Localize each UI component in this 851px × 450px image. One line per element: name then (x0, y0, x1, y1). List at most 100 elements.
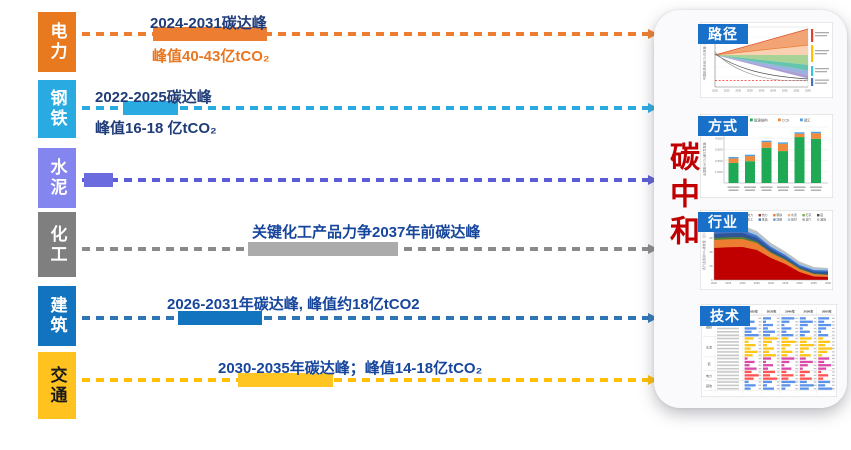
svg-text:2050: 2050 (797, 281, 803, 285)
svg-text:其他: 其他 (820, 217, 826, 222)
svg-text:CCS: CCS (782, 118, 790, 122)
svg-text:2035: 2035 (754, 281, 760, 285)
svg-text:2050年: 2050年 (804, 309, 814, 314)
svg-text:热力: 热力 (762, 212, 768, 217)
sector-label-chemical: 化工 (47, 224, 67, 265)
peak-value-text-electricity: 峰值40-43亿tCO₂ (152, 48, 270, 65)
industry-emissions-chart: 电力 热力 钢铁 水泥 石灰 铝化工 炼油 城镇 建材 油气 其他 2020 2025 2030 2035… (700, 210, 833, 290)
arrowhead-transport (648, 375, 658, 385)
svg-text:2055: 2055 (793, 89, 799, 93)
x-axis-ticks: 2020 2025 2030 2035 2040 2045 2050 2055 2060 (712, 89, 811, 93)
svg-text:0: 0 (711, 278, 713, 282)
timeline-dash-steel (82, 106, 648, 110)
sector-box-electricity: 电力 (38, 12, 76, 72)
arrowhead-chemical (648, 244, 658, 254)
svg-text:2020: 2020 (711, 281, 717, 285)
sector-label-building: 建筑 (47, 296, 67, 336)
svg-text:2020: 2020 (712, 89, 718, 93)
peak-window-bar-electricity (153, 27, 267, 41)
svg-text:1,500: 1,500 (715, 170, 723, 174)
svg-text:电力: 电力 (706, 373, 712, 378)
svg-text:2030: 2030 (740, 281, 746, 285)
svg-text:2055: 2055 (811, 281, 817, 285)
sector-label-cement: 水泥 (47, 158, 67, 198)
table-header-years: 2025年 2030年 2040年 2050年 2060年 (748, 309, 831, 314)
svg-text:钢铁: 钢铁 (706, 324, 712, 329)
timeline-dash-transport (82, 378, 648, 382)
peak-period-text-transport: 2030-2035年碳达峰；峰值14-18亿tCO₂ (218, 360, 483, 377)
svg-text:2060: 2060 (825, 281, 831, 285)
timeline-dash-cement (82, 178, 648, 182)
svg-text:4,500: 4,500 (715, 136, 723, 140)
legend: 电力 热力 钢铁 水泥 石灰 铝化工 炼油 城镇 建材 油气 其他 (744, 212, 826, 222)
arrowhead-electricity (648, 29, 658, 39)
svg-text:2060: 2060 (805, 89, 811, 93)
svg-text:2025: 2025 (725, 281, 731, 285)
badge-methods: 方式 (698, 116, 748, 136)
svg-text:3,500: 3,500 (715, 148, 723, 152)
legend: 能源结构 CCS 碳汇 (750, 117, 811, 122)
badge-technology: 技术 (700, 306, 750, 326)
svg-text:油气: 油气 (806, 217, 812, 222)
sector-box-chemical: 化工 (38, 212, 76, 277)
sector-label-steel: 钢铁 (47, 89, 67, 129)
y-axis-title: 全国累计CO₂减排贡献量 (702, 142, 707, 176)
peak-period-text-steel: 2022-2025碳达峰 (95, 89, 212, 106)
scenario-group-markers (811, 29, 829, 86)
svg-text:其他: 其他 (706, 383, 712, 388)
sector-label-electricity: 电力 (47, 22, 67, 62)
svg-text:2025年: 2025年 (748, 309, 758, 314)
svg-text:20: 20 (709, 264, 713, 268)
sector-box-cement: 水泥 (38, 148, 76, 208)
arrowhead-cement (648, 175, 658, 185)
carbon-neutral-label: 碳中和 (665, 141, 698, 252)
badge-industries: 行业 (698, 212, 748, 232)
y-axis-title: 各行业直接CO₂排放量（亿t） (701, 231, 706, 271)
svg-text:钢铁: 钢铁 (776, 212, 782, 217)
y-axis-title: 中国能源活动CO₂排放量（亿t） (702, 36, 707, 80)
svg-text:石灰: 石灰 (806, 212, 812, 217)
svg-text:2,500: 2,500 (715, 159, 723, 163)
peak-period-text-chemical: 关键化工产品力争2037年前碳达峰 (252, 224, 481, 241)
scenario-fan-bands (714, 28, 809, 81)
peak-period-text-electricity: 2024-2031碳达峰 (150, 15, 267, 32)
svg-text:2040: 2040 (759, 89, 765, 93)
svg-text:炼油: 炼油 (762, 217, 768, 222)
svg-text:60: 60 (709, 236, 713, 240)
stacked-areas: 2020 2025 2030 2035 2040 2045 2050 2055 20600204… (709, 222, 831, 285)
arrowhead-building (648, 313, 658, 323)
svg-text:2030年: 2030年 (767, 309, 777, 314)
arrowhead-steel (648, 103, 658, 113)
sector-box-building: 建筑 (38, 286, 76, 346)
badge-pathways: 路径 (698, 24, 748, 44)
sector-label-transport: 交通 (47, 365, 67, 406)
svg-text:碳汇: 碳汇 (804, 117, 811, 122)
svg-text:2045: 2045 (782, 281, 788, 285)
svg-text:2040: 2040 (768, 281, 774, 285)
sector-box-steel: 钢铁 (38, 80, 76, 138)
svg-text:2050: 2050 (782, 89, 788, 93)
svg-text:水泥: 水泥 (706, 344, 712, 349)
svg-text:铝: 铝 (820, 212, 823, 217)
svg-text:城镇: 城镇 (776, 217, 782, 222)
svg-text:电力: 电力 (747, 212, 753, 217)
peak-window-bar-cement (84, 173, 113, 187)
svg-text:2025: 2025 (724, 89, 730, 93)
peak-window-bar-transport (238, 373, 333, 387)
svg-text:化工: 化工 (747, 217, 753, 222)
peak-window-bar-steel (123, 101, 178, 115)
peak-value-text-steel: 峰值16-18 亿tCO₂ (95, 120, 217, 137)
svg-text:2040年: 2040年 (785, 309, 795, 314)
svg-text:铝: 铝 (707, 361, 710, 366)
peak-window-bar-chemical (248, 242, 398, 256)
svg-text:40: 40 (709, 250, 713, 254)
svg-text:2035: 2035 (747, 89, 753, 93)
peak-window-bar-building (178, 311, 262, 325)
sector-box-transport: 交通 (38, 352, 76, 419)
svg-text:能源结构: 能源结构 (754, 117, 768, 122)
timeline-dash-electricity (82, 32, 648, 36)
svg-text:2060年: 2060年 (822, 309, 832, 314)
